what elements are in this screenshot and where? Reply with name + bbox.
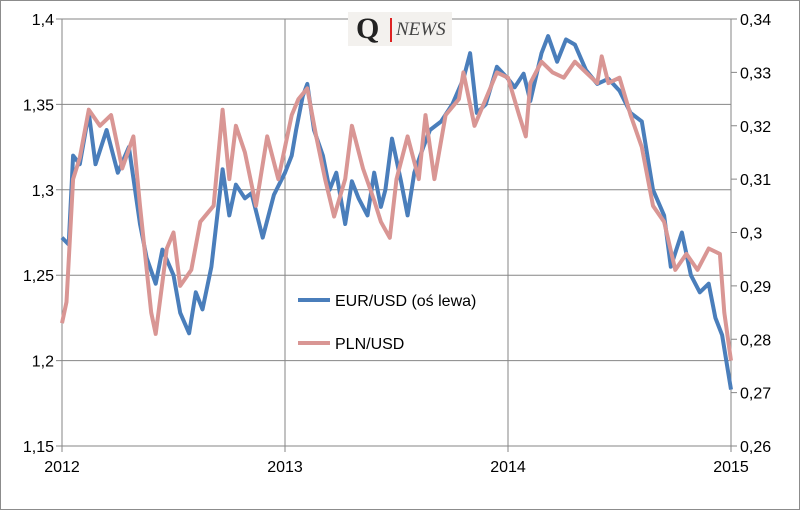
y-right-tick-label: 0,3 [740, 226, 762, 243]
legend: EUR/USD (oś lewa) PLN/USD [298, 293, 476, 353]
legend-label: EUR/USD (oś lewa) [335, 293, 476, 310]
y-left-tick-label: 1,2 [32, 354, 54, 371]
y-left-tick-label: 1,35 [23, 97, 54, 114]
tick-labels: 1,4 1,35 1,3 1,25 1,2 1,15 0,34 0,33 0,32 0,31 0,3… [23, 12, 771, 476]
logo-news: NEWS [396, 19, 446, 40]
y-left-tick-label: 1,3 [32, 183, 54, 200]
legend-label: PLN/USD [335, 336, 404, 353]
y-left-tick-label: 1,25 [23, 268, 54, 285]
y-right-tick-label: 0,27 [740, 386, 771, 403]
logo-divider [390, 18, 392, 42]
y-right-tick-label: 0,31 [740, 172, 771, 189]
x-tick-label: 2014 [490, 459, 526, 476]
y-right-tick-label: 0,29 [740, 279, 771, 296]
y-right-tick-label: 0,28 [740, 332, 771, 349]
gridlines [56, 18, 737, 452]
x-tick-label: 2013 [267, 459, 303, 476]
series-lines [60, 34, 733, 390]
series-line-pln-usd [60, 54, 733, 361]
qnews-logo: Q NEWS [348, 12, 452, 46]
x-tick-label: 2015 [713, 459, 749, 476]
y-left-tick-label: 1,15 [23, 439, 54, 456]
y-right-tick-label: 0,34 [740, 12, 771, 29]
x-tick-label: 2012 [44, 459, 80, 476]
y-right-tick-label: 0,32 [740, 119, 771, 136]
y-right-tick-label: 0,33 [740, 65, 771, 82]
logo-q: Q [356, 12, 380, 45]
y-right-tick-label: 0,26 [740, 439, 771, 456]
y-left-tick-label: 1,4 [32, 12, 54, 29]
